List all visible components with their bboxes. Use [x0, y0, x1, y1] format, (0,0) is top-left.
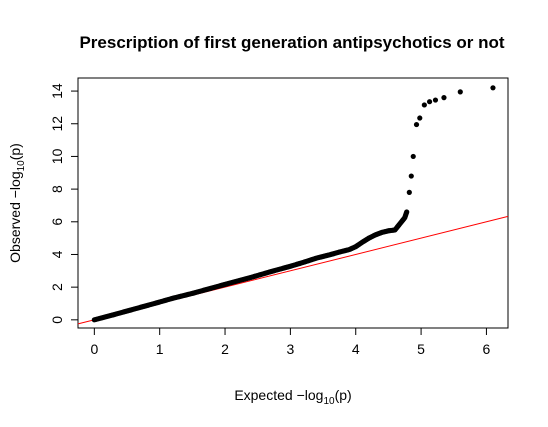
y-tick-label: 6 — [49, 218, 65, 226]
x-tick-label: 5 — [417, 341, 425, 357]
y-axis: 0 2 4 6 8 10 12 14 — [49, 83, 79, 324]
y-tick-label: 12 — [49, 116, 65, 132]
y-tick-label: 10 — [49, 148, 65, 164]
data-point — [404, 209, 410, 215]
x-tick-label: 1 — [156, 341, 164, 357]
data-points — [91, 85, 496, 323]
data-point — [406, 189, 412, 195]
x-tick-label: 2 — [221, 341, 229, 357]
data-point — [421, 102, 427, 108]
y-axis-label: Observed −log10(p) — [7, 143, 27, 263]
data-point — [413, 121, 420, 128]
x-tick-label: 0 — [90, 341, 98, 357]
y-tick-label: 2 — [49, 283, 65, 291]
data-point — [432, 97, 439, 103]
x-tick-label: 6 — [483, 341, 491, 357]
data-point — [408, 173, 414, 179]
y-tick-label: 0 — [49, 316, 65, 324]
y-tick-label: 14 — [49, 83, 65, 99]
x-tick-label: 4 — [352, 341, 360, 357]
data-point — [417, 115, 423, 121]
data-point — [410, 153, 416, 160]
data-point — [457, 89, 463, 95]
x-axis: 0 1 2 3 4 5 6 — [90, 327, 491, 357]
y-tick-label: 8 — [49, 185, 65, 193]
data-point — [426, 99, 433, 105]
y-tick-label: 4 — [49, 250, 65, 258]
chart-title: Prescription of first generation antipsy… — [79, 33, 504, 52]
x-axis-label: Expected −log10(p) — [234, 387, 351, 407]
plot-area — [77, 77, 509, 329]
x-tick-label: 3 — [286, 341, 294, 357]
plot-frame — [77, 77, 509, 329]
data-point — [490, 85, 496, 91]
data-point — [441, 95, 447, 101]
